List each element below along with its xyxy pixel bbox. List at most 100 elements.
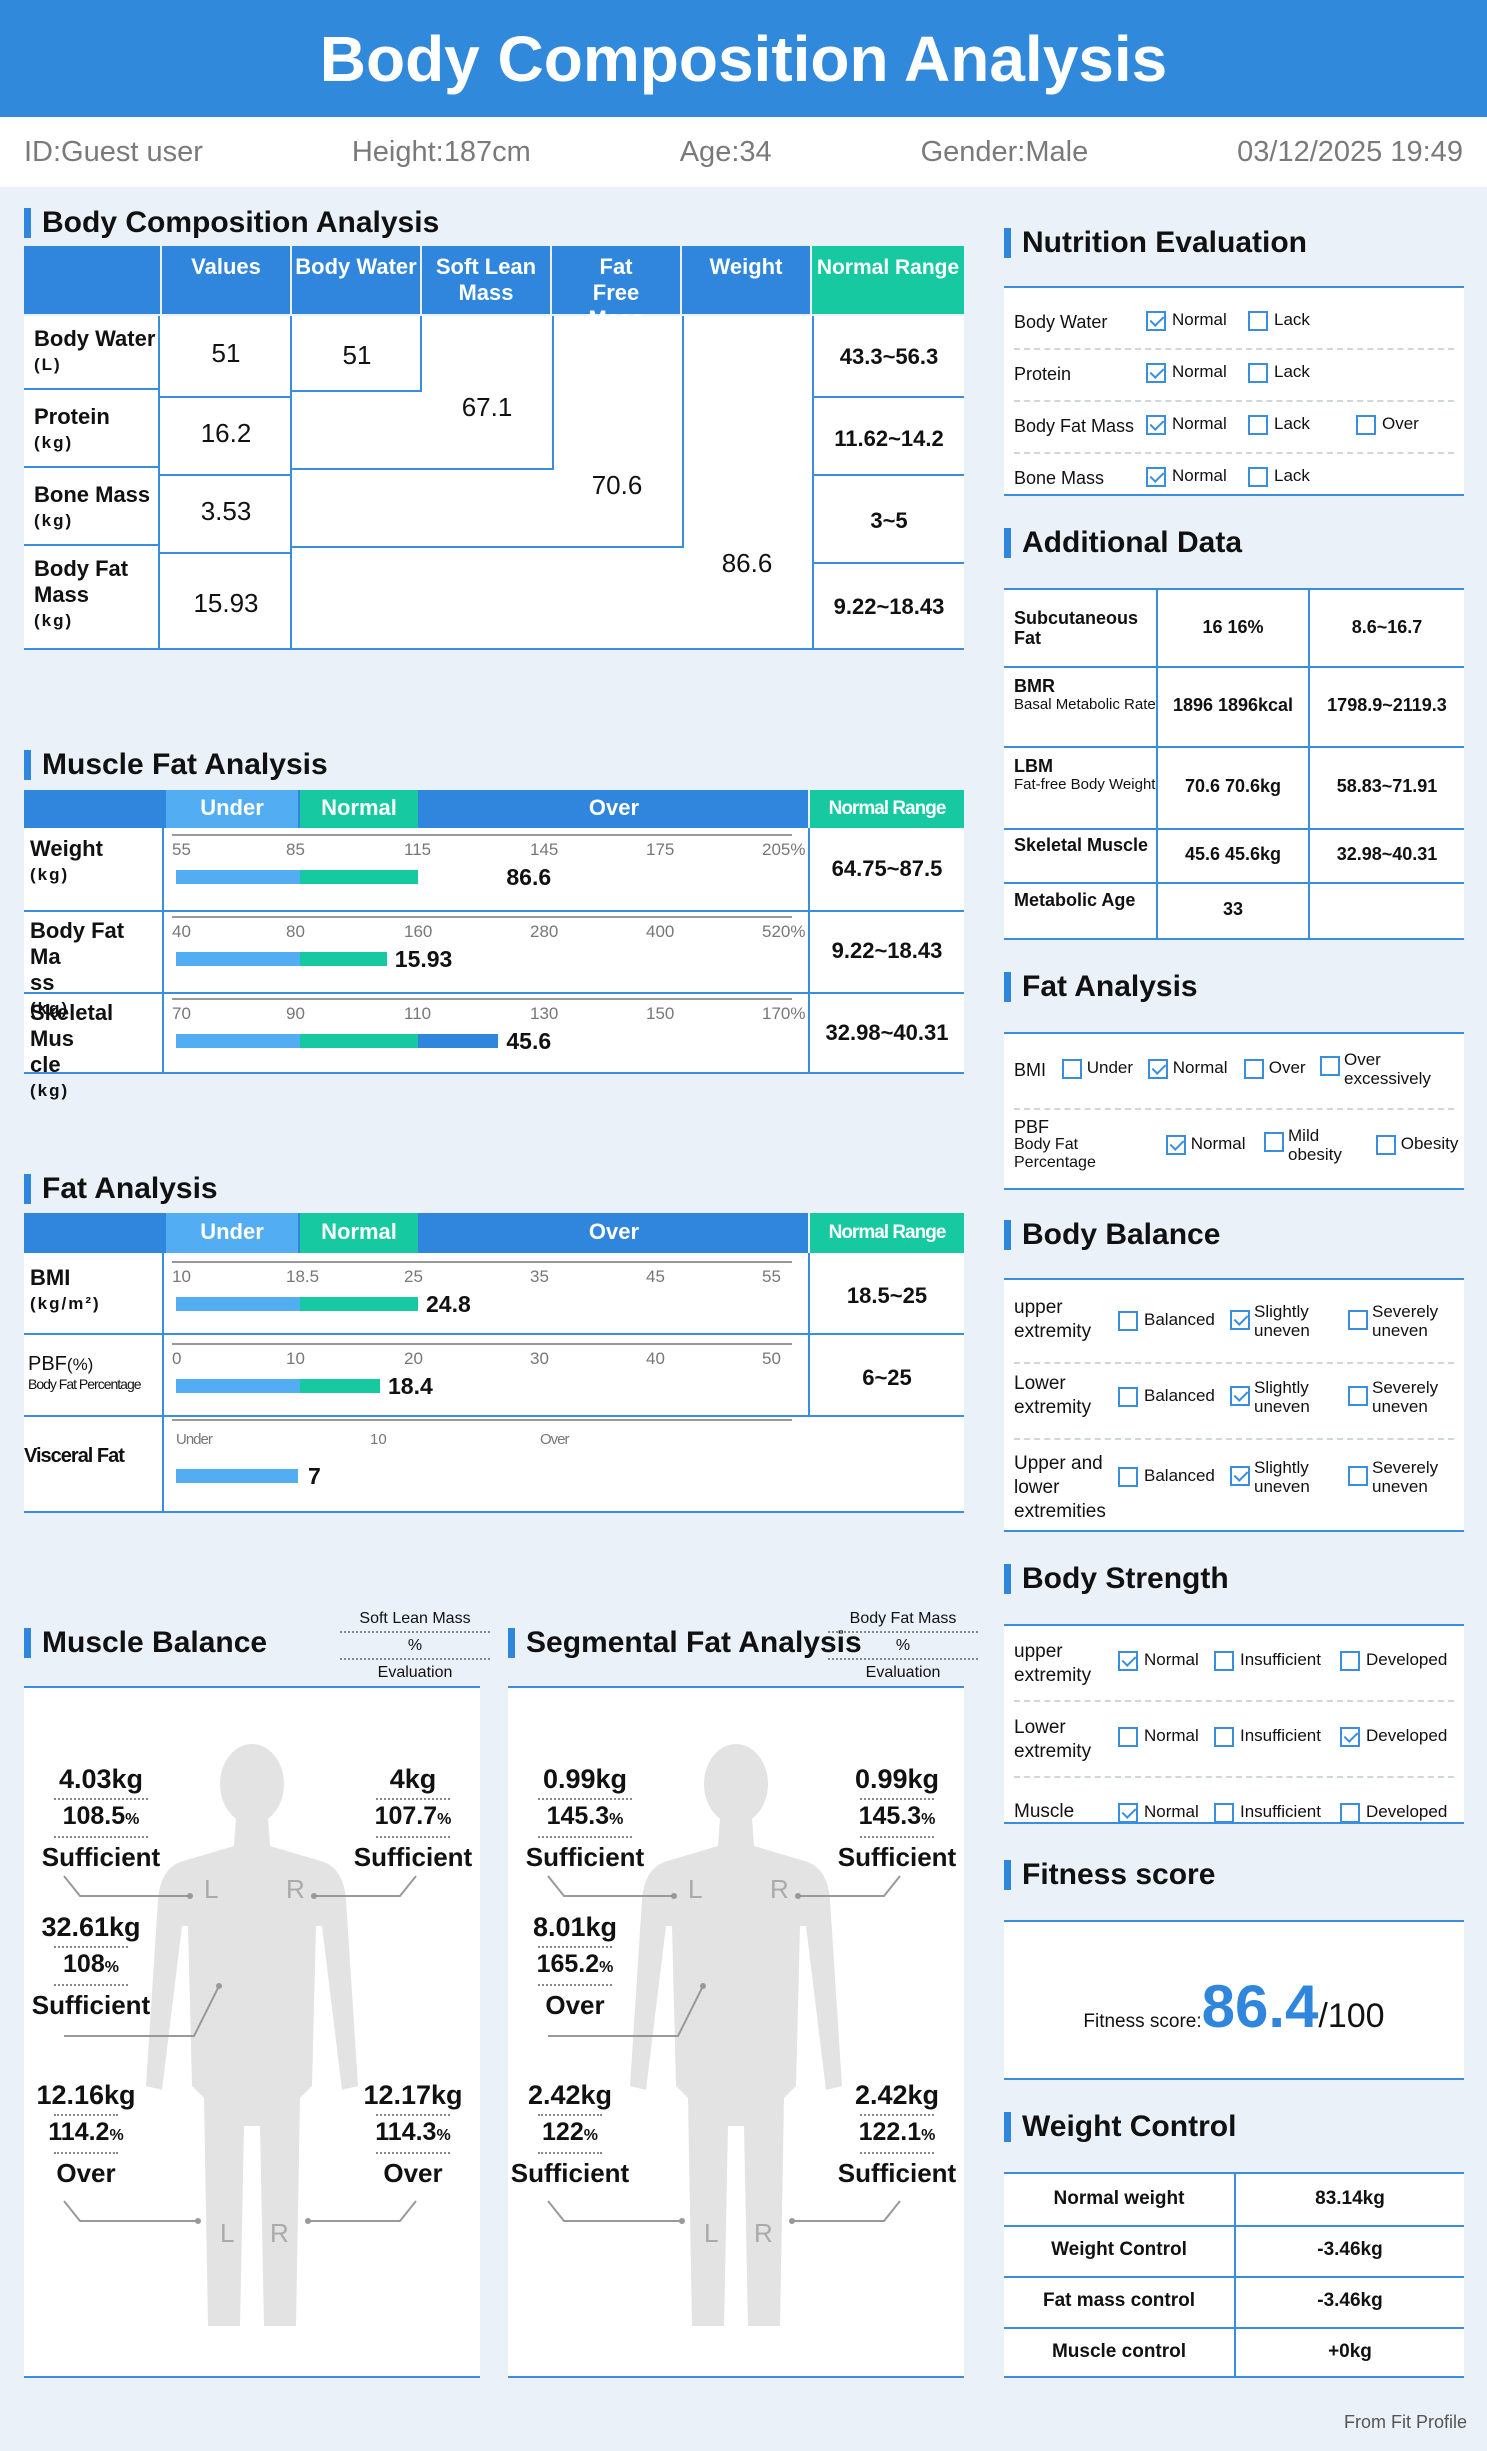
- muscle_balance-left_leg-pct: 114.2%: [48, 2118, 124, 2146]
- muscle_balance-right_leg-eval: Over: [383, 2158, 443, 2188]
- strength-opt-developed: Developed: [1340, 1802, 1447, 1823]
- mf-tick: 205%: [762, 840, 806, 859]
- fat-right-title: Fat Analysis: [1004, 970, 1198, 1004]
- fa-visceral-tick-10: 10: [370, 1431, 387, 1448]
- footer-source: From Fit Profile: [1343, 2412, 1467, 2432]
- muscle_balance-left_leg-kg: 12.16kg: [36, 2080, 136, 2110]
- mf-tick: 400: [646, 922, 675, 941]
- wc-label: Weight Control: [1051, 2239, 1187, 2260]
- muscle_balance-right_arm-eval: Sufficient: [353, 1842, 473, 1872]
- fa-visceral-tick-under: Under: [176, 1431, 213, 1448]
- fa-bmi-tick: 18.5: [286, 1267, 320, 1286]
- col-values: Values: [162, 246, 290, 314]
- strength-title: Body Strength: [1004, 1562, 1229, 1596]
- mf-tick: 110: [404, 1004, 432, 1023]
- body-side-letter: L: [204, 1874, 219, 1904]
- mf-tick: 80: [286, 922, 305, 941]
- add-label: Subcutaneous Fat: [1014, 608, 1139, 648]
- segmental_fat-right_leg-eval: Sufficient: [837, 2158, 957, 2188]
- nutri-opt-over: Over: [1356, 414, 1419, 435]
- muscle_balance-trunk-eval: Sufficient: [31, 1990, 151, 2020]
- balance-label: Upper and lower extremities: [1014, 1453, 1106, 1522]
- user-id: ID:Guest user: [24, 135, 203, 168]
- wc-label: Normal weight: [1053, 2188, 1185, 2209]
- body-silhouette: [63, 1744, 417, 2326]
- segmental_fat-trunk-eval: Over: [545, 1990, 605, 2020]
- fa-pbf-tick: 30: [530, 1349, 549, 1368]
- mf-tick: 115: [404, 840, 432, 859]
- nutri-opt-lack: Lack: [1248, 362, 1310, 383]
- balance-opt-slightly: Slightly uneven: [1230, 1302, 1310, 1341]
- segmental_fat-right_arm-kg: 0.99kg: [854, 1764, 940, 1794]
- add-label: Skeletal Muscle: [1014, 835, 1149, 855]
- col-weight: Weight: [682, 246, 810, 314]
- mf-range: 64.75~87.5: [831, 856, 943, 881]
- mf-tick: 150: [646, 1004, 675, 1023]
- col-soft-lean: Soft Lean Mass: [422, 246, 550, 314]
- body-comp-table: Values Body Water Soft Lean Mass Fat Fre…: [24, 246, 964, 650]
- nutri-opt-normal: Normal: [1146, 466, 1227, 487]
- nutri-opt-normal: Normal: [1146, 310, 1227, 331]
- row-label-bone-mass: Bone Mass (kg): [34, 482, 151, 530]
- fat-analysis-left-title: Fat Analysis: [24, 1172, 218, 1206]
- balance-opt-slightly: Slightly uneven: [1230, 1458, 1310, 1497]
- user-height: Height:187cm: [351, 135, 531, 168]
- muscle_balance-right_leg-kg: 12.17kg: [363, 2080, 463, 2110]
- range-body-fat: 9.22~18.43: [833, 594, 945, 619]
- nutri-label: Protein: [1014, 364, 1072, 384]
- nutrition-panel: Body Water Normal Lack Protein Normal Lack Bod…: [1004, 286, 1464, 496]
- fr-bmi-over-ex: Over excessively: [1320, 1050, 1431, 1089]
- segmental_fat-trunk-kg: 8.01kg: [532, 1912, 618, 1942]
- mf-range: 32.98~40.31: [825, 1020, 949, 1045]
- fa-bmi-tick: 35: [530, 1267, 549, 1286]
- range-body-water: 43.3~56.3: [839, 344, 939, 369]
- segmental_fat-right_leg-kg: 2.42kg: [854, 2080, 940, 2110]
- add-value: 16 16%: [1202, 617, 1264, 637]
- fa-bmi-tick: 55: [762, 1267, 781, 1286]
- mf-head-normal: Normal: [300, 790, 418, 828]
- mf-value: 15.93: [394, 946, 453, 972]
- strength-opt-insufficient: Insufficient: [1214, 1802, 1321, 1823]
- mf-tick: 175: [646, 840, 675, 859]
- fr-bmi-under: Under: [1062, 1058, 1133, 1079]
- wc-value: 83.14kg: [1315, 2188, 1385, 2209]
- balance-panel: upper extremity Balanced Slightly uneven Seve…: [1004, 1278, 1464, 1532]
- strength-label: upper extremity: [1014, 1641, 1092, 1686]
- segmental_fat-right_arm-pct: 145.3%: [858, 1802, 936, 1830]
- mf-tick: 280: [530, 922, 559, 941]
- segmental-fat-legend: Body Fat Mass % Evaluation: [828, 1606, 978, 1685]
- segmental_fat-right_leg-pct: 122.1%: [858, 2118, 936, 2146]
- strength-opt-normal: Normal: [1118, 1802, 1199, 1823]
- fa-pbf-label: PBF(%) Body Fat Percentage: [28, 1353, 142, 1392]
- fa-pbf-tick: 20: [404, 1349, 423, 1368]
- wc-label: Muscle control: [1051, 2341, 1187, 2362]
- fr-pbf-mild: Mild obesity: [1264, 1126, 1342, 1165]
- body-side-letter: L: [220, 2218, 235, 2248]
- mf-value: 86.6: [506, 864, 552, 890]
- mf-value: 45.6: [506, 1028, 552, 1054]
- nutri-label: Bone Mass: [1014, 468, 1105, 488]
- mf-tick: 520%: [762, 922, 806, 941]
- nutrition-title: Nutrition Evaluation: [1004, 226, 1307, 260]
- value-protein: 16.2: [200, 418, 252, 448]
- add-range: 58.83~71.91: [1336, 776, 1438, 796]
- mf-tick: 145: [530, 840, 559, 859]
- weight-control-title: Weight Control: [1004, 2110, 1236, 2144]
- body-side-letter: R: [270, 2218, 289, 2248]
- nutri-opt-normal: Normal: [1146, 414, 1227, 435]
- muscle_balance-right_leg-pct: 114.3%: [375, 2118, 451, 2146]
- balance-label: upper extremity: [1014, 1297, 1092, 1342]
- balance-opt-severely: Severely uneven: [1348, 1458, 1438, 1497]
- mf-bar-normal: [300, 952, 387, 966]
- additional-title: Additional Data: [1004, 526, 1242, 560]
- wc-value: -3.46kg: [1317, 2290, 1383, 2311]
- nutri-opt-lack: Lack: [1248, 466, 1310, 487]
- range-protein: 11.62~14.2: [834, 426, 944, 451]
- wc-value: +0kg: [1328, 2341, 1372, 2362]
- fr-bmi-normal: Normal: [1148, 1058, 1228, 1079]
- add-label: LBM Fat-free Body Weight: [1014, 756, 1156, 793]
- body-comp-title: Body Composition Analysis: [24, 206, 439, 240]
- report-header: Body Composition Analysis: [0, 0, 1487, 117]
- row-label-body-water: Body Water (L): [34, 326, 156, 374]
- corner-header: [24, 246, 160, 314]
